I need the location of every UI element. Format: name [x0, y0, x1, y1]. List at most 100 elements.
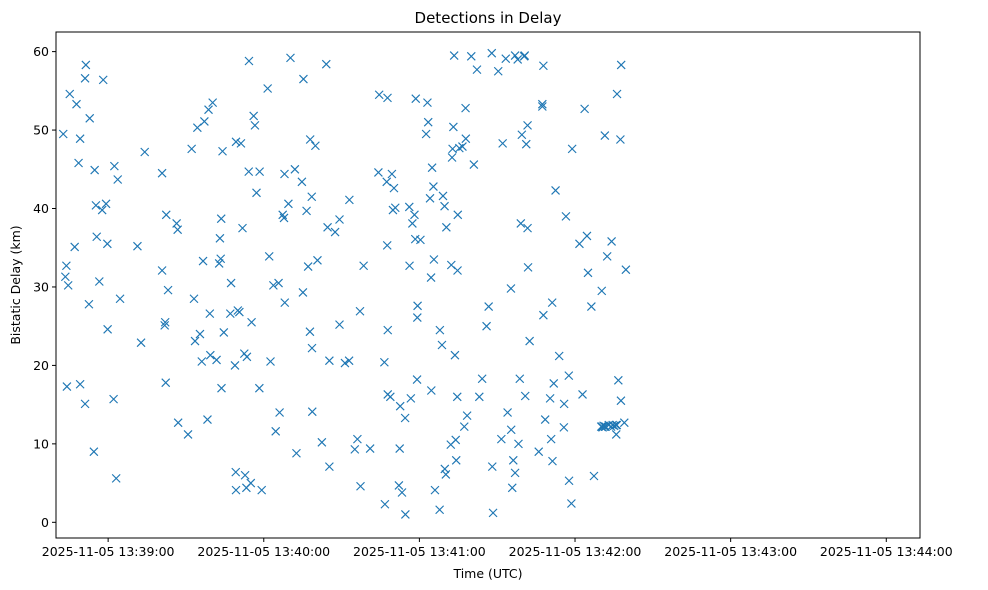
data-point	[323, 222, 332, 232]
x-tick-label: 2025-11-05 13:41:00	[353, 544, 486, 559]
data-point	[450, 350, 460, 360]
y-tick-label: 60	[33, 44, 49, 59]
data-point	[410, 210, 419, 220]
data-point	[217, 383, 226, 393]
chart-title: Detections in Delay	[415, 9, 562, 27]
data-point	[219, 328, 229, 337]
data-point	[302, 206, 311, 216]
data-point	[274, 278, 283, 288]
data-point	[564, 371, 574, 381]
data-point	[435, 505, 445, 515]
data-point	[249, 111, 259, 121]
data-point	[271, 426, 281, 436]
data-point	[412, 313, 422, 322]
data-point	[561, 211, 571, 221]
data-point	[187, 144, 197, 154]
x-tick-label: 2025-11-05 13:39:00	[42, 544, 175, 559]
data-point	[441, 222, 451, 232]
data-point	[195, 329, 205, 339]
data-point	[231, 467, 241, 477]
data-point	[173, 225, 183, 235]
data-point	[487, 48, 497, 58]
data-point	[616, 135, 625, 144]
data-point	[461, 103, 470, 113]
data-point	[382, 177, 392, 187]
data-point	[344, 356, 354, 366]
data-point	[461, 134, 471, 144]
data-point	[382, 240, 392, 250]
data-point	[389, 183, 399, 193]
data-point	[111, 473, 121, 483]
data-point	[406, 393, 416, 403]
data-points	[58, 48, 631, 519]
data-point	[307, 343, 317, 353]
data-point	[255, 167, 265, 177]
data-point	[537, 102, 547, 111]
data-point	[619, 418, 629, 428]
data-point	[578, 390, 587, 399]
data-point	[81, 60, 91, 70]
data-point	[397, 488, 407, 497]
data-point	[612, 420, 622, 430]
data-point	[280, 169, 289, 179]
data-point	[85, 113, 95, 123]
data-point	[215, 233, 225, 243]
data-point	[423, 98, 432, 108]
data-point	[549, 379, 559, 388]
data-point	[458, 142, 467, 151]
data-point	[214, 259, 224, 268]
data-point	[462, 411, 472, 421]
data-point	[429, 255, 439, 264]
data-point	[160, 317, 170, 327]
data-point	[448, 122, 458, 132]
data-point	[521, 139, 531, 149]
data-point	[447, 153, 457, 162]
data-point	[198, 256, 208, 266]
data-point	[263, 84, 273, 93]
data-point	[484, 302, 494, 311]
data-point	[507, 483, 517, 493]
data-point	[157, 266, 167, 275]
data-point	[523, 120, 532, 130]
data-point	[218, 146, 227, 156]
data-point	[395, 401, 405, 411]
data-point	[161, 378, 171, 388]
data-point	[133, 241, 142, 251]
data-point	[566, 499, 576, 508]
data-point	[453, 210, 463, 220]
data-point	[520, 391, 530, 401]
data-point	[80, 399, 90, 409]
data-point	[583, 268, 593, 278]
data-point	[264, 251, 274, 261]
y-tick-label: 40	[33, 201, 49, 216]
data-point	[474, 392, 484, 402]
y-tick-label: 50	[33, 123, 49, 138]
data-point	[236, 138, 246, 148]
data-point	[493, 66, 503, 76]
x-tick-label: 2025-11-05 13:43:00	[664, 544, 797, 559]
data-point	[508, 455, 518, 465]
data-point	[551, 186, 560, 195]
data-point	[374, 90, 384, 100]
data-point	[451, 455, 461, 465]
data-point	[91, 200, 101, 210]
data-point	[250, 120, 260, 130]
data-point	[74, 158, 83, 168]
data-point	[84, 299, 94, 309]
data-point	[160, 320, 170, 330]
data-point	[441, 470, 451, 479]
plot-frame	[55, 31, 921, 539]
data-point	[405, 261, 414, 271]
data-point	[482, 321, 491, 331]
data-point	[63, 280, 73, 290]
data-point	[554, 351, 564, 361]
data-point	[359, 261, 369, 271]
data-point	[440, 201, 449, 211]
data-point	[609, 421, 619, 431]
data-point	[246, 478, 256, 488]
data-point	[305, 135, 315, 144]
data-point	[244, 56, 254, 66]
data-point	[567, 144, 577, 154]
data-point	[216, 214, 226, 224]
